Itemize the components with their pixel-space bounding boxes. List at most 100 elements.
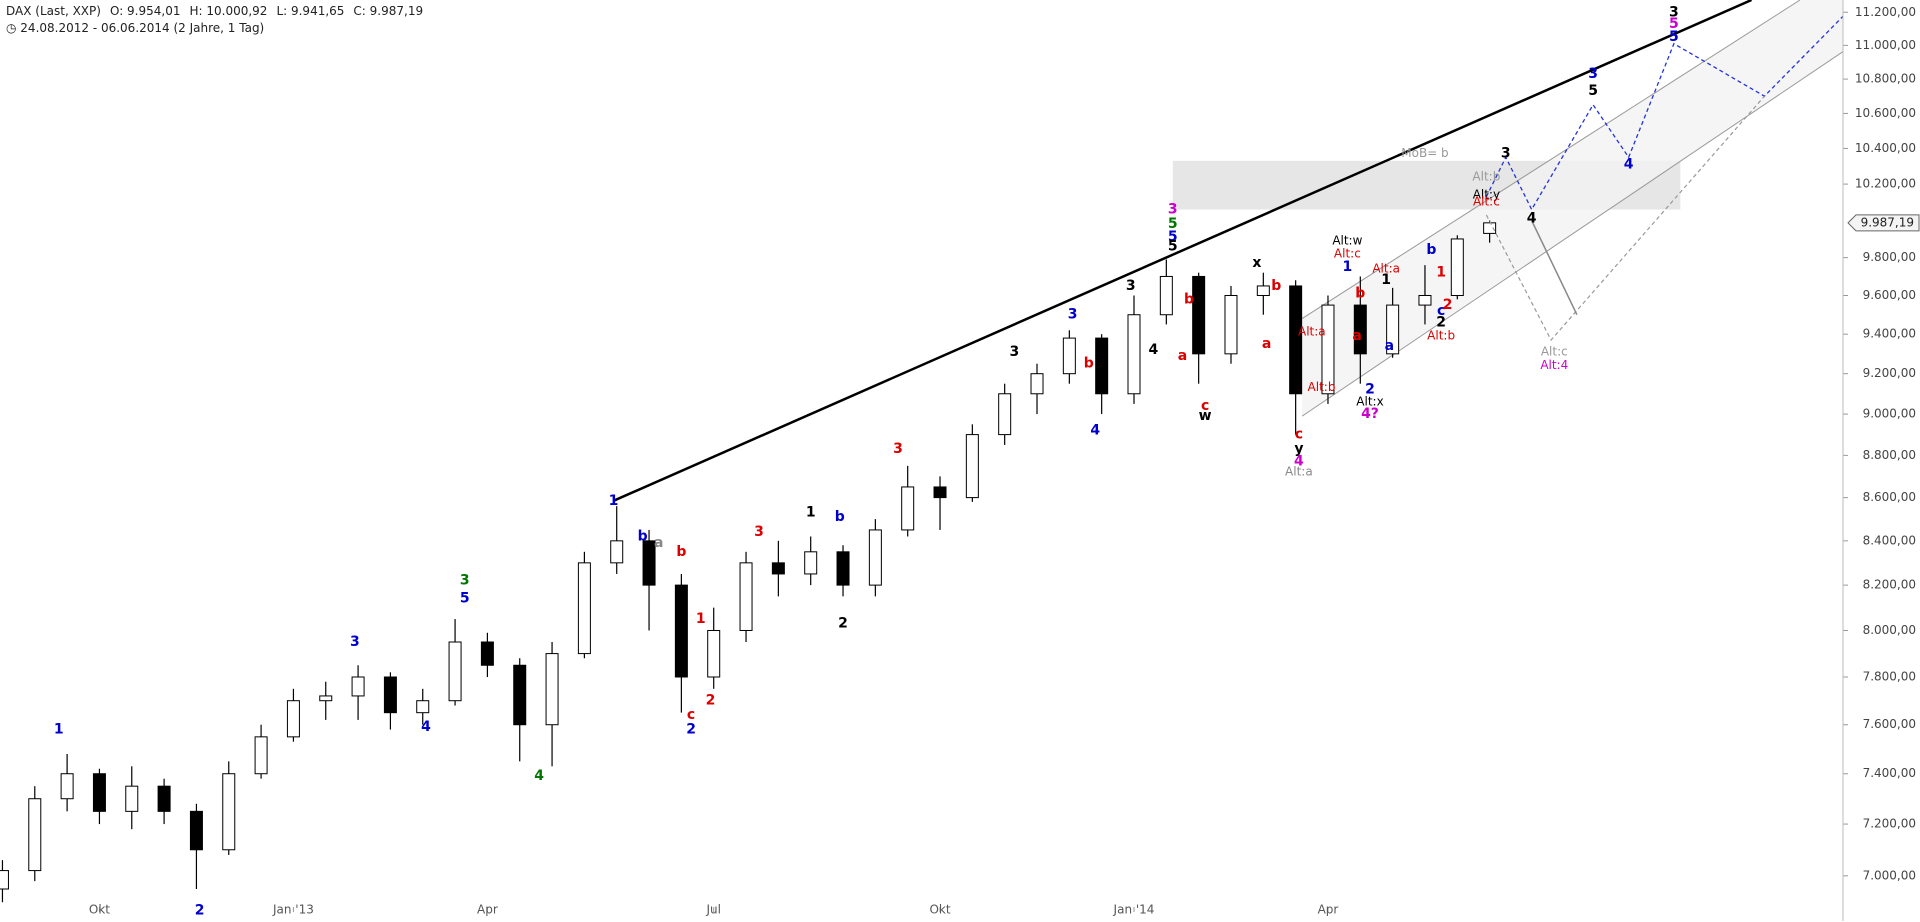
y-tick-label: 8.000,00 [1863, 623, 1916, 637]
axis: 7.000,00 7.200,00 7.400,00 7.600,00 7.800,00… [1842, 0, 1920, 921]
wave-label: MoB= b [1401, 146, 1448, 160]
trend-line [1485, 15, 1843, 211]
candle-body [383, 676, 397, 714]
candle-body [60, 773, 74, 800]
y-tick-label: 10.200,00 [1855, 177, 1916, 191]
candle-body [1483, 222, 1497, 234]
wave-label: 5 [1588, 83, 1598, 99]
wave-label: b [835, 509, 845, 525]
y-tick-label: 7.400,00 [1863, 766, 1916, 780]
y-tick-label: 8.400,00 [1863, 533, 1916, 547]
candle-body [804, 551, 818, 575]
wave-label: Alt:b [1427, 329, 1455, 343]
wave-label: c [1201, 398, 1209, 414]
wave-label: Alt:y [1473, 187, 1500, 201]
high: H: 10.000,92 [189, 4, 268, 18]
candle-body [901, 486, 915, 531]
wave-label: Alt:a [1298, 325, 1326, 339]
wave-label: 2 [1365, 382, 1375, 398]
candle-body [1062, 337, 1076, 375]
x-tick-label: Okt [89, 903, 110, 917]
wave-label: a [1352, 328, 1361, 344]
x-tick-label: Apr [1318, 903, 1339, 917]
wave-label: a [1178, 348, 1187, 364]
symbol: DAX (Last, XXP) [6, 4, 101, 18]
wave-label: w [1199, 408, 1212, 424]
y-tick-label: 10.400,00 [1855, 141, 1916, 155]
candle-body [254, 736, 268, 775]
candle-body [933, 486, 947, 499]
candle-body [351, 676, 365, 697]
candle-body [1127, 314, 1141, 395]
wave-label: 3 [1501, 146, 1511, 162]
y-tick-label: 10.800,00 [1855, 72, 1916, 86]
candle-body [0, 870, 9, 890]
wave-label: 3 [1010, 344, 1020, 360]
header-line: DAX (Last, XXP) O: 9.954,01 H: 10.000,92 L:… [6, 3, 432, 20]
wave-label: y [1294, 441, 1303, 457]
wave-label: 5 [1669, 16, 1679, 32]
wave-label: c [687, 707, 695, 723]
candle-body [1321, 304, 1335, 395]
wave-label: 1 [609, 493, 619, 509]
candle-body [771, 562, 785, 575]
x-tick-label: Jan '14 [1113, 903, 1155, 917]
candle-body [222, 773, 236, 851]
open: O: 9.954,01 [109, 4, 181, 18]
wave-label: 3 [350, 634, 360, 650]
wave-label: 1 [1381, 272, 1391, 288]
candle-body [319, 695, 333, 702]
wave-label: 5 [1168, 238, 1178, 254]
candle-body [1450, 238, 1464, 296]
candle-body [707, 629, 721, 678]
wave-label: 4 [1149, 342, 1159, 358]
candle-body [1256, 285, 1270, 296]
y-tick-label: 9.800,00 [1863, 250, 1916, 264]
candle-body [610, 540, 624, 564]
wave-label: 1 [806, 505, 816, 521]
candle-body [739, 562, 753, 631]
wave-label: 3 [1168, 201, 1178, 217]
y-tick-label: 8.600,00 [1863, 490, 1916, 504]
x-tick-label: Okt [929, 903, 950, 917]
wave-label: 5 [460, 591, 470, 607]
wave-label: a [1262, 336, 1271, 352]
candle-body [1386, 304, 1400, 355]
y-tick-label: 9.600,00 [1863, 288, 1916, 302]
y-tick-label: 7.800,00 [1863, 670, 1916, 684]
trend-line [1530, 220, 1578, 316]
channel-line [1301, 51, 1843, 417]
wave-label: Alt:w [1332, 233, 1362, 247]
x-tick-label: Jul [705, 903, 720, 917]
wave-label: c [1295, 427, 1303, 443]
candle-body [1353, 304, 1367, 355]
wave-label: 4 [534, 768, 544, 784]
wave-label: a [1385, 338, 1394, 354]
wave-label: b [676, 544, 686, 560]
wave-label: Alt:x [1356, 394, 1383, 408]
y-tick-label: 11.200,00 [1855, 5, 1916, 19]
range: 24.08.2012 - 06.06.2014 (2 Jahre, 1 Tag) [20, 21, 265, 35]
wave-label: b [1271, 278, 1281, 294]
candle-body [1418, 294, 1432, 306]
last-price-box [1847, 214, 1920, 232]
trend-line [612, 0, 1753, 502]
y-tick-label: 10.600,00 [1855, 106, 1916, 120]
wave-label: 1 [696, 611, 706, 627]
x-tick-label: Apr [477, 903, 498, 917]
y-tick-label: 7.600,00 [1863, 717, 1916, 731]
wave-label: Alt:b [1308, 380, 1336, 394]
last-price-label: 9.987,19 [1861, 215, 1914, 229]
wave-label: c [1437, 303, 1445, 319]
candle-body [1192, 275, 1206, 355]
header: DAX (Last, XXP) O: 9.954,01 H: 10.000,92 L:… [6, 3, 432, 37]
wave-label: 3 [1588, 66, 1598, 82]
wave-label: 4 [1090, 422, 1100, 438]
wave-label: b [1426, 242, 1436, 258]
x-tick-label: Jan '13 [272, 903, 314, 917]
candle-body [416, 700, 430, 714]
wave-label: Alt:c [1541, 344, 1568, 358]
